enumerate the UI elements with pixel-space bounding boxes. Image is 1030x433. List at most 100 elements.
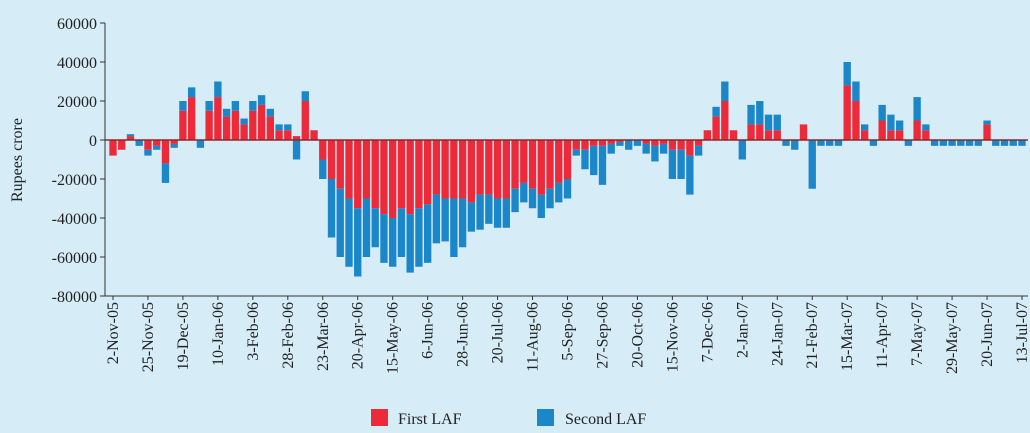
- bar-segment: [371, 208, 379, 248]
- bar-segment: [118, 140, 126, 150]
- bar-segment: [450, 140, 458, 199]
- bar-segment: [817, 140, 825, 146]
- x-tick-label: 29-May-07: [944, 302, 961, 374]
- bar-segment: [327, 179, 336, 238]
- bar-segment: [214, 97, 222, 140]
- bar-segment: [240, 124, 248, 140]
- bar-segment: [345, 198, 353, 267]
- x-tick-label: 5-Sep-06: [560, 302, 577, 361]
- x-tick-label: 23-Mar-06: [315, 302, 332, 371]
- bar-segment: [590, 140, 598, 146]
- x-tick-label: 3-Feb-06: [245, 302, 262, 361]
- x-tick-label: 15-Nov-06: [664, 302, 681, 372]
- bar-segment: [275, 124, 283, 131]
- bar-segment: [913, 97, 921, 121]
- bar-segment: [135, 140, 143, 146]
- bar-segment: [834, 140, 843, 146]
- bar-segment: [187, 97, 196, 140]
- bar-segment: [703, 130, 712, 140]
- bar-segment: [913, 120, 921, 140]
- bar-segment: [458, 140, 467, 199]
- bar-segment: [563, 140, 572, 179]
- bar-segment: [222, 108, 231, 117]
- bar-segment: [380, 140, 388, 215]
- bar-segment: [852, 101, 860, 140]
- bar-segment: [992, 140, 1000, 146]
- x-tick-label: 7-May-07: [909, 302, 926, 366]
- bar-segment: [721, 101, 729, 140]
- bar-segment: [1000, 140, 1009, 146]
- bar-segment: [826, 140, 834, 146]
- bar-segment: [528, 188, 537, 209]
- bar-segment: [686, 155, 694, 195]
- bar-segment: [511, 188, 519, 213]
- bar-segment: [161, 163, 170, 183]
- bar-segment: [345, 140, 353, 199]
- bar-segment: [537, 194, 545, 218]
- y-tick-label: 40000: [57, 55, 97, 72]
- bar-segment: [170, 140, 178, 144]
- bar-segment: [397, 208, 406, 257]
- bar-segment: [502, 198, 510, 228]
- bar-segment: [144, 140, 152, 150]
- bar-segment: [895, 130, 904, 140]
- bar-segment: [336, 140, 344, 189]
- bar-segment: [878, 120, 886, 140]
- bar-segment: [319, 140, 327, 160]
- bar-segment: [292, 140, 301, 160]
- x-tick-label: 20-Jun-07: [979, 302, 996, 367]
- bar-segment: [301, 91, 309, 101]
- bar-segment: [773, 114, 781, 131]
- bar-segment: [380, 214, 388, 263]
- y-tick-label: -40000: [52, 211, 97, 228]
- bar-segment: [756, 124, 764, 140]
- bar-segment: [389, 140, 397, 218]
- x-tick-label: 15-Mar-07: [839, 302, 856, 371]
- bar-segment: [179, 110, 187, 140]
- bar-segment: [659, 143, 668, 154]
- bar-segment: [371, 140, 379, 209]
- bar-segment: [406, 140, 414, 215]
- y-tick-label: 20000: [57, 94, 97, 111]
- bar-segment: [721, 81, 729, 101]
- bar-segment: [179, 101, 187, 111]
- bar-segment: [511, 140, 519, 189]
- bar-segment: [983, 120, 991, 125]
- bar-segment: [555, 182, 563, 203]
- bar-segment: [222, 116, 231, 140]
- bar-segment: [887, 130, 895, 140]
- bar-segment: [668, 149, 677, 179]
- x-tick-label: 24-Jan-07: [769, 302, 786, 366]
- bar-segment: [948, 140, 956, 146]
- bar-segment: [904, 140, 913, 146]
- bar-segment: [336, 188, 344, 257]
- bar-segment: [642, 140, 650, 144]
- x-tick-label: 2-Jan-07: [734, 302, 751, 358]
- bar-segment: [467, 140, 476, 203]
- bar-segment: [109, 140, 117, 156]
- x-tick-label: 10-Jan-06: [210, 302, 227, 366]
- bar-segment: [598, 140, 607, 146]
- bar-segment: [249, 101, 257, 111]
- bar-segment: [590, 145, 598, 176]
- y-tick-label: 0: [89, 133, 97, 150]
- bar-segment: [747, 104, 755, 125]
- x-tick-label: 13-Jul-07: [1014, 302, 1030, 363]
- bar-segment: [957, 140, 965, 146]
- bar-segment: [546, 140, 554, 189]
- bar-segment: [983, 124, 991, 140]
- bar-segment: [310, 130, 318, 140]
- bar-segment: [161, 140, 170, 164]
- bar-segment: [415, 208, 423, 267]
- bar-segment: [939, 140, 948, 146]
- bar-segment: [572, 149, 580, 156]
- bar-segment: [895, 120, 904, 131]
- bar-segment: [686, 140, 694, 156]
- bar-segment: [354, 140, 362, 209]
- bar-segment: [546, 188, 554, 209]
- y-axis-label: Rupees crore: [9, 118, 26, 202]
- bar-segment: [843, 62, 851, 86]
- bar-segment: [616, 141, 624, 146]
- bar-segment: [476, 140, 484, 195]
- bar-segment: [432, 140, 441, 195]
